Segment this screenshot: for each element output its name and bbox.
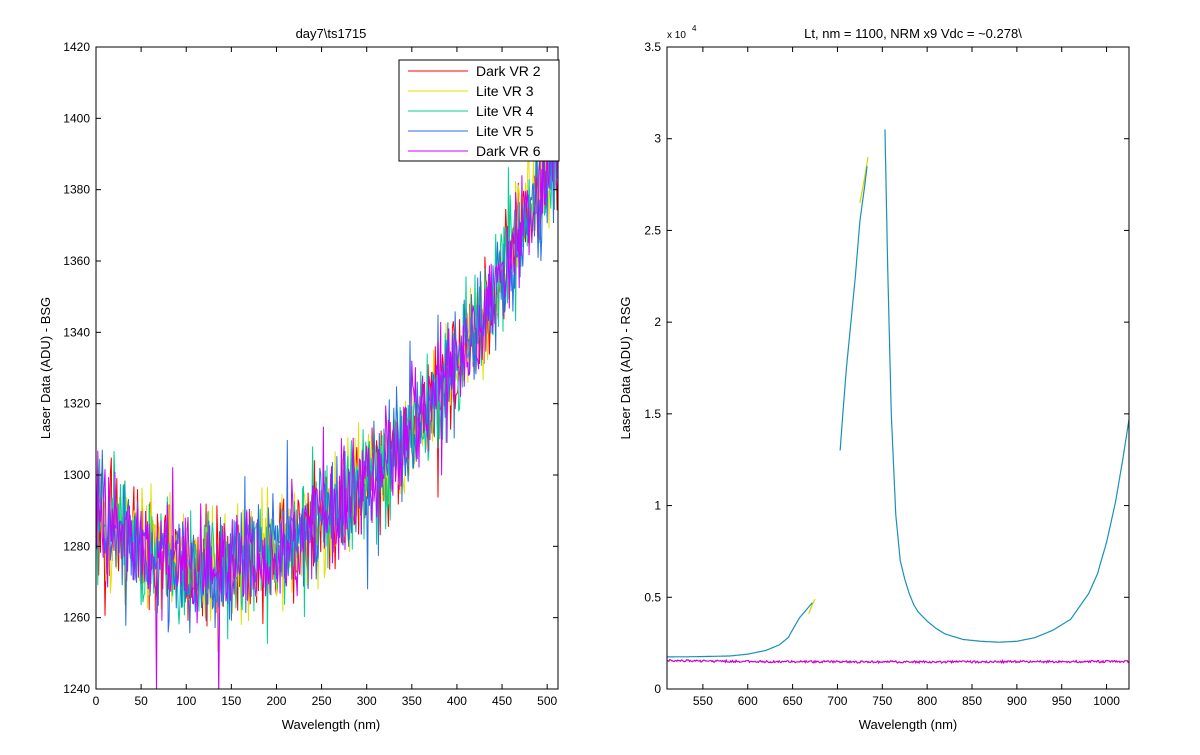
left-chart-axes: 0 50 100 150 200 250 300 350 400 450 500 1240 1260 12… [63, 40, 559, 708]
left-chart-y-tick-label: 1260 [63, 611, 90, 625]
right-chart-x-tick-label: 800 [917, 694, 937, 708]
right-chart-series-line [808, 598, 816, 615]
right-chart-x-tick-label: 750 [872, 694, 892, 708]
left-chart-x-tick-label: 250 [312, 694, 332, 708]
right-chart-x-tick-label: 650 [783, 694, 803, 708]
right-chart-title: Lt, nm = 1100, NRM x9 Vdc = ~0.278\ [804, 26, 1022, 41]
right-chart-y-tick-label: 2.5 [644, 223, 661, 237]
left-chart-legend-label: Lite VR 5 [476, 123, 534, 139]
left-chart-series-line [96, 112, 558, 644]
left-chart-x-tick-label: 450 [492, 694, 512, 708]
right-chart-exponent-power: 4 [692, 24, 697, 33]
left-chart-x-tick-label: 200 [266, 694, 286, 708]
right-chart-plot-frame [666, 46, 1130, 690]
right-chart-x-tick-label: 600 [738, 694, 758, 708]
right-chart: Lt, nm = 1100, NRM x9 Vdc = ~0.278\ Wave… [618, 24, 1130, 732]
right-chart-y-tick-label: 1 [654, 499, 661, 513]
right-chart-y-tick-label: 2 [654, 315, 661, 329]
left-chart-series-group [96, 86, 558, 689]
right-chart-series-group [667, 129, 1129, 665]
right-chart-series-line [859, 157, 869, 203]
left-chart-y-tick-label: 1340 [63, 325, 90, 339]
right-chart-y-tick-label: 3.5 [644, 40, 661, 54]
right-chart-series-line [667, 602, 813, 658]
right-chart-y-tick-label: 3 [654, 132, 661, 146]
left-chart-x-tick-label: 100 [176, 694, 196, 708]
left-chart-series-clip [96, 86, 558, 689]
left-chart-legend-label: Dark VR 2 [476, 63, 541, 79]
right-chart-x-tick-label: 950 [1052, 694, 1072, 708]
left-chart-series-line [96, 97, 558, 689]
left-chart-x-tick-label: 50 [134, 694, 148, 708]
right-chart-axes: 550 600 650 700 750 800 850 900 950 1000 0 0.5 1 1.5 2… [644, 40, 1130, 708]
left-chart-y-tick-label: 1360 [63, 254, 90, 268]
right-chart-x-axis-label: Wavelength (nm) [859, 717, 958, 732]
left-chart-legend-label: Lite VR 3 [476, 83, 534, 99]
left-chart-x-tick-label: 0 [93, 694, 100, 708]
right-chart-y-tick-label: 1.5 [644, 407, 661, 421]
right-chart-x-tick-label: 850 [962, 694, 982, 708]
left-chart: day7\ts1715 Wavelength (nm) Laser Data (… [38, 26, 560, 732]
right-chart-y-axis-label: Laser Data (ADU) - RSG [618, 296, 633, 439]
left-chart-x-tick-label: 500 [537, 694, 557, 708]
right-chart-exponent-label: x 10 [667, 30, 686, 41]
left-chart-y-tick-label: 1420 [63, 40, 90, 54]
left-chart-x-tick-label: 350 [402, 694, 422, 708]
right-chart-series-clip [667, 129, 1129, 665]
left-chart-y-tick-label: 1280 [63, 539, 90, 553]
right-chart-series-line [884, 129, 1129, 643]
left-chart-series-line [96, 103, 558, 652]
left-chart-x-tick-label: 300 [357, 694, 377, 708]
left-chart-x-tick-label: 400 [447, 694, 467, 708]
right-chart-series-line [667, 658, 1129, 665]
left-chart-y-axis-label: Laser Data (ADU) - BSG [38, 297, 53, 439]
left-chart-x-axis-label: Wavelength (nm) [282, 717, 381, 732]
right-chart-x-tick-label: 700 [827, 694, 847, 708]
right-chart-x-tick-label: 550 [693, 694, 713, 708]
left-chart-legend: Dark VR 2 Lite VR 3 Lite VR 4 Lite VR 5 Dark… [398, 59, 560, 162]
right-chart-y-tick-label: 0 [654, 682, 661, 696]
left-chart-y-tick-label: 1240 [63, 682, 90, 696]
left-chart-plot-frame [95, 46, 559, 690]
right-chart-x-tick-label: 1000 [1093, 694, 1120, 708]
left-chart-legend-label: Lite VR 4 [476, 103, 534, 119]
right-chart-x-tick-label: 900 [1007, 694, 1027, 708]
left-chart-y-tick-label: 1320 [63, 397, 90, 411]
left-chart-legend-label: Dark VR 6 [476, 143, 541, 159]
left-chart-x-tick-label: 150 [221, 694, 241, 708]
left-chart-y-tick-label: 1400 [63, 111, 90, 125]
left-chart-title: day7\ts1715 [296, 26, 367, 41]
right-chart-series-line [839, 166, 868, 451]
right-chart-y-tick-label: 0.5 [644, 590, 661, 604]
left-chart-y-tick-label: 1300 [63, 468, 90, 482]
left-chart-y-tick-label: 1380 [63, 183, 90, 197]
